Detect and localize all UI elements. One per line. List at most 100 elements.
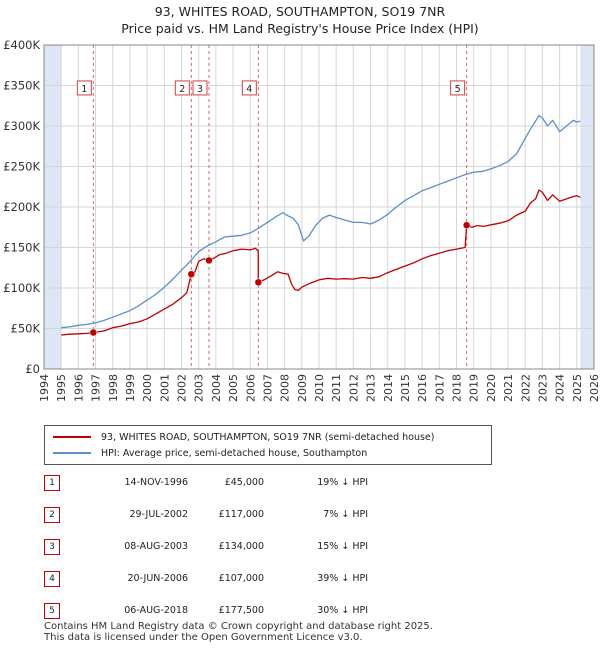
transaction-date: 14-NOV-1996 xyxy=(124,477,188,488)
x-tick-label: 2003 xyxy=(193,374,206,402)
transaction-hpi-diff: 15% ↓ HPI xyxy=(317,541,368,552)
x-tick-label: 2011 xyxy=(330,374,343,402)
x-tick-label: 2017 xyxy=(433,374,446,402)
legend-item-hpi: HPI: Average price, semi-detached house,… xyxy=(53,445,367,461)
plot-frame xyxy=(43,44,595,370)
transaction-hpi-diff: 30% ↓ HPI xyxy=(317,605,368,616)
sale-label-text: 4 xyxy=(246,84,252,95)
sale-label-text: 1 xyxy=(81,84,87,95)
x-tick-label: 1995 xyxy=(55,374,68,402)
transaction-date: 20-JUN-2006 xyxy=(127,573,188,584)
hpi-line xyxy=(61,114,581,329)
transaction-number-badge: 2 xyxy=(44,507,60,523)
x-tick-label: 2013 xyxy=(365,374,378,402)
x-tick-label: 2009 xyxy=(296,374,309,402)
transaction-date: 06-AUG-2018 xyxy=(124,605,188,616)
x-tick-label: 1996 xyxy=(72,374,85,402)
x-tick-label: 2006 xyxy=(244,374,257,402)
x-tick-label: 2024 xyxy=(554,374,567,402)
legend-price-label: 93, WHITES ROAD, SOUTHAMPTON, SO19 7NR (… xyxy=(101,431,435,443)
transaction-hpi-diff: 39% ↓ HPI xyxy=(317,573,368,584)
table-row: 4 20-JUN-2006 £107,000 39% ↓ HPI xyxy=(44,571,484,587)
legend: 93, WHITES ROAD, SOUTHAMPTON, SO19 7NR (… xyxy=(44,425,492,465)
price-paid-line xyxy=(61,189,581,336)
table-row: 5 06-AUG-2018 £177,500 30% ↓ HPI xyxy=(44,603,484,619)
footer-copyright: Contains HM Land Registry data © Crown c… xyxy=(44,621,433,632)
price-chart: 1 2 3 4 5 1994 1995 1996 1997 1998 1999 2000 2001 20… xyxy=(3,40,600,402)
transaction-number-badge: 3 xyxy=(44,539,60,555)
transaction-hpi-diff: 7% ↓ HPI xyxy=(323,509,368,520)
x-tick-label: 1998 xyxy=(107,374,120,402)
series-lines xyxy=(61,114,581,336)
sale-label-box xyxy=(192,80,208,96)
sale-label-text: 5 xyxy=(455,84,461,95)
legend-price-swatch xyxy=(53,436,91,438)
y-tick-labels: £0 £50K £100K £150K £200K £250K £300K £350K £400… xyxy=(3,40,40,376)
table-row: 3 08-AUG-2003 £134,000 15% ↓ HPI xyxy=(44,539,484,555)
y-tick-label: £300K xyxy=(3,119,40,133)
y-tick-label: £200K xyxy=(3,200,40,214)
x-tick-label: 2015 xyxy=(399,374,412,402)
x-tick-label: 2007 xyxy=(261,374,274,402)
x-tick-label: 2021 xyxy=(502,374,515,402)
sale-label-box xyxy=(241,80,257,96)
x-tick-label: 2023 xyxy=(536,374,549,402)
x-tick-label: 1994 xyxy=(38,374,51,402)
y-tick-label: £100K xyxy=(3,281,40,295)
y-tick-label: £250K xyxy=(3,160,40,174)
y-tick-label: £0 xyxy=(25,362,40,376)
transaction-date: 29-JUL-2002 xyxy=(129,509,188,520)
x-tick-label: 2000 xyxy=(141,374,154,402)
sale-label-text: 3 xyxy=(197,84,203,95)
y-tick-label: £350K xyxy=(3,79,40,93)
transaction-number-badge: 1 xyxy=(44,475,60,491)
sale-markers: 1 2 3 4 5 xyxy=(76,80,471,337)
transaction-number-badge: 4 xyxy=(44,571,60,587)
transaction-price: £107,000 xyxy=(218,573,264,584)
transaction-price: £134,000 xyxy=(218,541,264,552)
sale-label-box xyxy=(76,80,92,96)
y-tick-label: £50K xyxy=(11,322,41,336)
x-tick-label: 1997 xyxy=(90,374,103,402)
x-tick-label: 2016 xyxy=(416,374,429,402)
y-tick-label: £150K xyxy=(3,241,40,255)
x-tick-label: 2025 xyxy=(571,374,584,402)
x-tick-label: 2002 xyxy=(176,374,189,402)
x-tick-label: 2018 xyxy=(451,374,464,402)
x-tick-label: 2020 xyxy=(485,374,498,402)
sale-point xyxy=(205,256,213,265)
x-tick-label: 2008 xyxy=(279,374,292,402)
sale-point xyxy=(187,270,196,278)
sale-point xyxy=(89,328,98,337)
legend-item-price: 93, WHITES ROAD, SOUTHAMPTON, SO19 7NR (… xyxy=(53,429,434,445)
table-row: 1 14-NOV-1996 £45,000 19% ↓ HPI xyxy=(44,475,484,491)
transaction-price: £117,000 xyxy=(218,509,264,520)
table-row: 2 29-JUL-2002 £117,000 7% ↓ HPI xyxy=(44,507,484,523)
x-tick-label: 1999 xyxy=(124,374,137,402)
sale-label-text: 2 xyxy=(179,84,185,95)
chart-subtitle: Price paid vs. HM Land Registry's House … xyxy=(121,21,479,36)
y-tick-label: £400K xyxy=(3,40,40,52)
legend-hpi-label: HPI: Average price, semi-detached house,… xyxy=(101,447,368,459)
sale-vertical-lines xyxy=(92,45,468,369)
transaction-date: 08-AUG-2003 xyxy=(124,541,188,552)
x-tick-labels: 1994 1995 1996 1997 1998 1999 2000 2001 2002 2003… xyxy=(38,374,600,402)
axes xyxy=(43,44,595,370)
x-tick-label: 2004 xyxy=(210,374,223,402)
transaction-number-badge: 5 xyxy=(44,603,60,619)
chart-title: 93, WHITES ROAD, SOUTHAMPTON, SO19 7NR xyxy=(154,4,446,19)
sale-point xyxy=(254,278,263,287)
sale-point xyxy=(462,221,471,229)
transaction-price: £177,500 xyxy=(218,605,264,616)
x-tick-label: 2012 xyxy=(347,374,360,402)
x-tick-label: 2026 xyxy=(588,374,600,402)
sale-label-box xyxy=(174,80,190,96)
footer-license: This data is licensed under the Open Gov… xyxy=(44,632,363,643)
x-tick-label: 2010 xyxy=(313,374,326,402)
x-tick-label: 2014 xyxy=(382,374,395,402)
x-tick-label: 2022 xyxy=(519,374,532,402)
transaction-price: £45,000 xyxy=(224,477,264,488)
transaction-hpi-diff: 19% ↓ HPI xyxy=(317,477,368,488)
x-tick-label: 2019 xyxy=(468,374,481,402)
legend-hpi-swatch xyxy=(53,452,91,454)
